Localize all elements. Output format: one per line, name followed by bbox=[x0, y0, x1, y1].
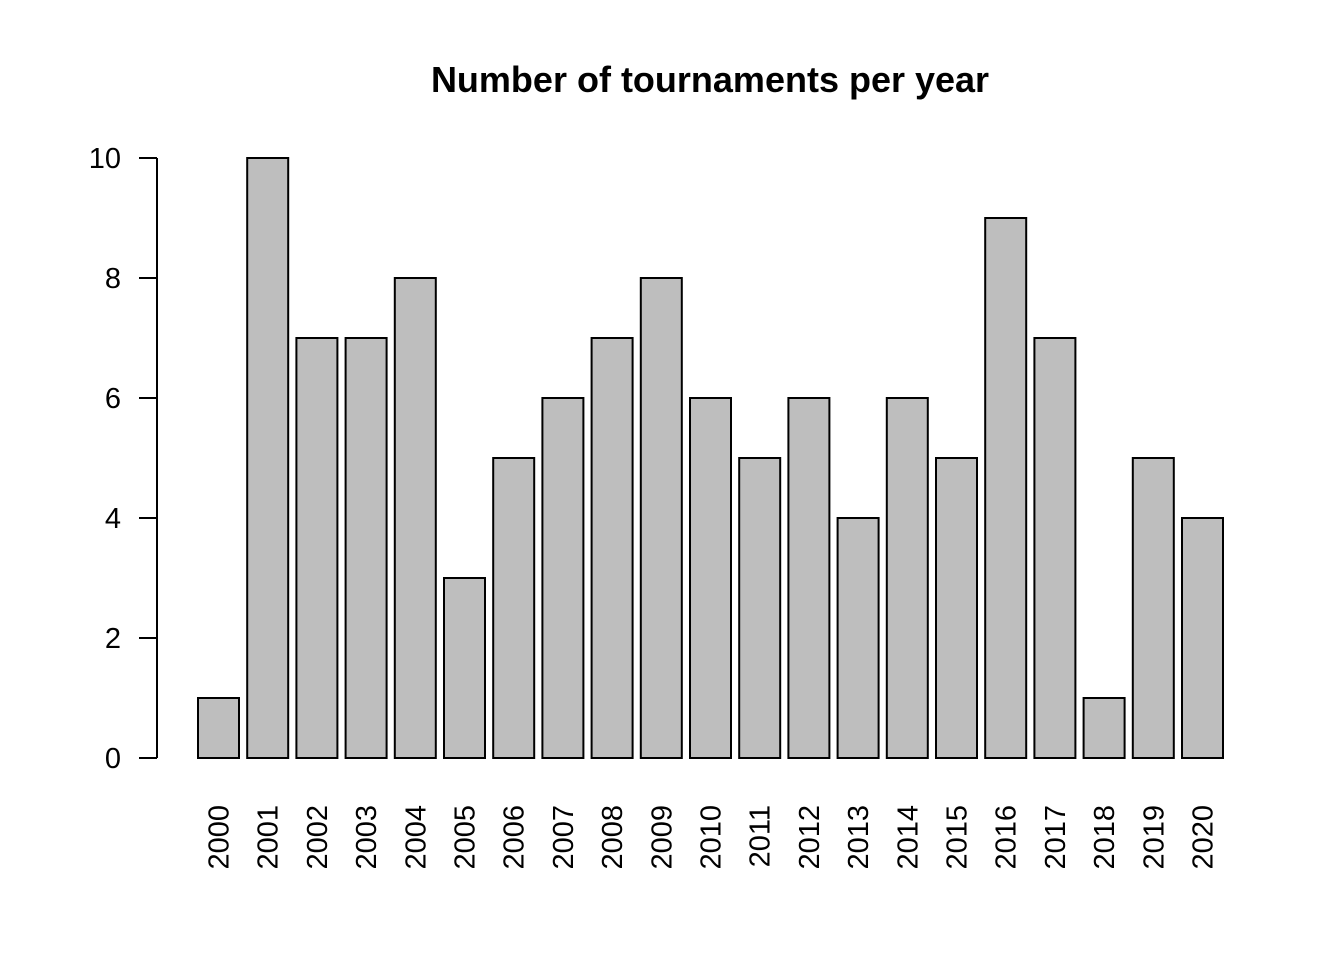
x-tick-label: 2007 bbox=[548, 805, 580, 870]
y-tick-label: 8 bbox=[105, 263, 121, 295]
x-tick-label: 2014 bbox=[892, 805, 924, 870]
x-tick-label: 2003 bbox=[351, 805, 383, 870]
x-tick-label: 2004 bbox=[400, 805, 432, 870]
y-tick-label: 6 bbox=[105, 383, 121, 415]
bar-2019 bbox=[1131, 457, 1175, 759]
bar-2001 bbox=[246, 157, 290, 759]
x-tick-label: 2000 bbox=[204, 805, 236, 870]
x-tick-label: 2005 bbox=[450, 805, 482, 870]
x-axis-labels: 2000 2001 2002 2003 2004 2005 2006 2007 2008 2009… bbox=[204, 805, 1220, 870]
x-tick-label: 2016 bbox=[991, 805, 1023, 870]
bar-2013 bbox=[836, 517, 880, 759]
bar-2004 bbox=[393, 277, 437, 759]
bar-2006 bbox=[492, 457, 536, 759]
x-tick-label: 2012 bbox=[794, 805, 826, 870]
x-tick-label: 2001 bbox=[253, 805, 285, 870]
bar-2005 bbox=[443, 577, 486, 759]
bar-2011 bbox=[738, 457, 782, 759]
bar-2009 bbox=[639, 277, 683, 759]
chart-title: Number of tournaments per year bbox=[431, 59, 989, 100]
bar-2002 bbox=[295, 337, 339, 759]
x-tick-label: 2013 bbox=[843, 805, 875, 870]
y-axis: 0 2 4 6 8 10 bbox=[89, 143, 158, 775]
bar-2008 bbox=[590, 337, 634, 759]
x-tick-label: 2002 bbox=[302, 805, 334, 870]
bar-2003 bbox=[344, 337, 388, 759]
bar-2020 bbox=[1181, 517, 1224, 759]
bar-2016 bbox=[984, 217, 1028, 759]
bar-2007 bbox=[541, 397, 585, 759]
y-tick-label: 0 bbox=[105, 743, 121, 775]
bar-2000 bbox=[197, 697, 240, 759]
y-tick-label: 4 bbox=[105, 503, 121, 535]
x-tick-label: 2018 bbox=[1089, 805, 1121, 870]
x-tick-label: 2009 bbox=[646, 805, 678, 870]
bar-2012 bbox=[787, 397, 831, 759]
bar-2010 bbox=[689, 397, 732, 759]
y-tick-label: 10 bbox=[89, 143, 121, 175]
x-tick-label: 2010 bbox=[696, 805, 728, 870]
bar-2018 bbox=[1082, 697, 1126, 759]
x-tick-label: 2017 bbox=[1040, 805, 1072, 870]
x-tick-label: 2011 bbox=[745, 805, 777, 867]
x-tick-label: 2020 bbox=[1188, 805, 1220, 870]
x-tick-label: 2008 bbox=[597, 805, 629, 870]
y-tick-label: 2 bbox=[105, 623, 121, 655]
bar-2014 bbox=[885, 397, 929, 759]
bars bbox=[197, 157, 1224, 759]
bar-2017 bbox=[1033, 337, 1077, 759]
x-tick-label: 2006 bbox=[499, 805, 531, 870]
x-tick-label: 2019 bbox=[1138, 805, 1170, 870]
x-tick-label: 2015 bbox=[942, 805, 974, 870]
bar-2015 bbox=[935, 457, 978, 759]
